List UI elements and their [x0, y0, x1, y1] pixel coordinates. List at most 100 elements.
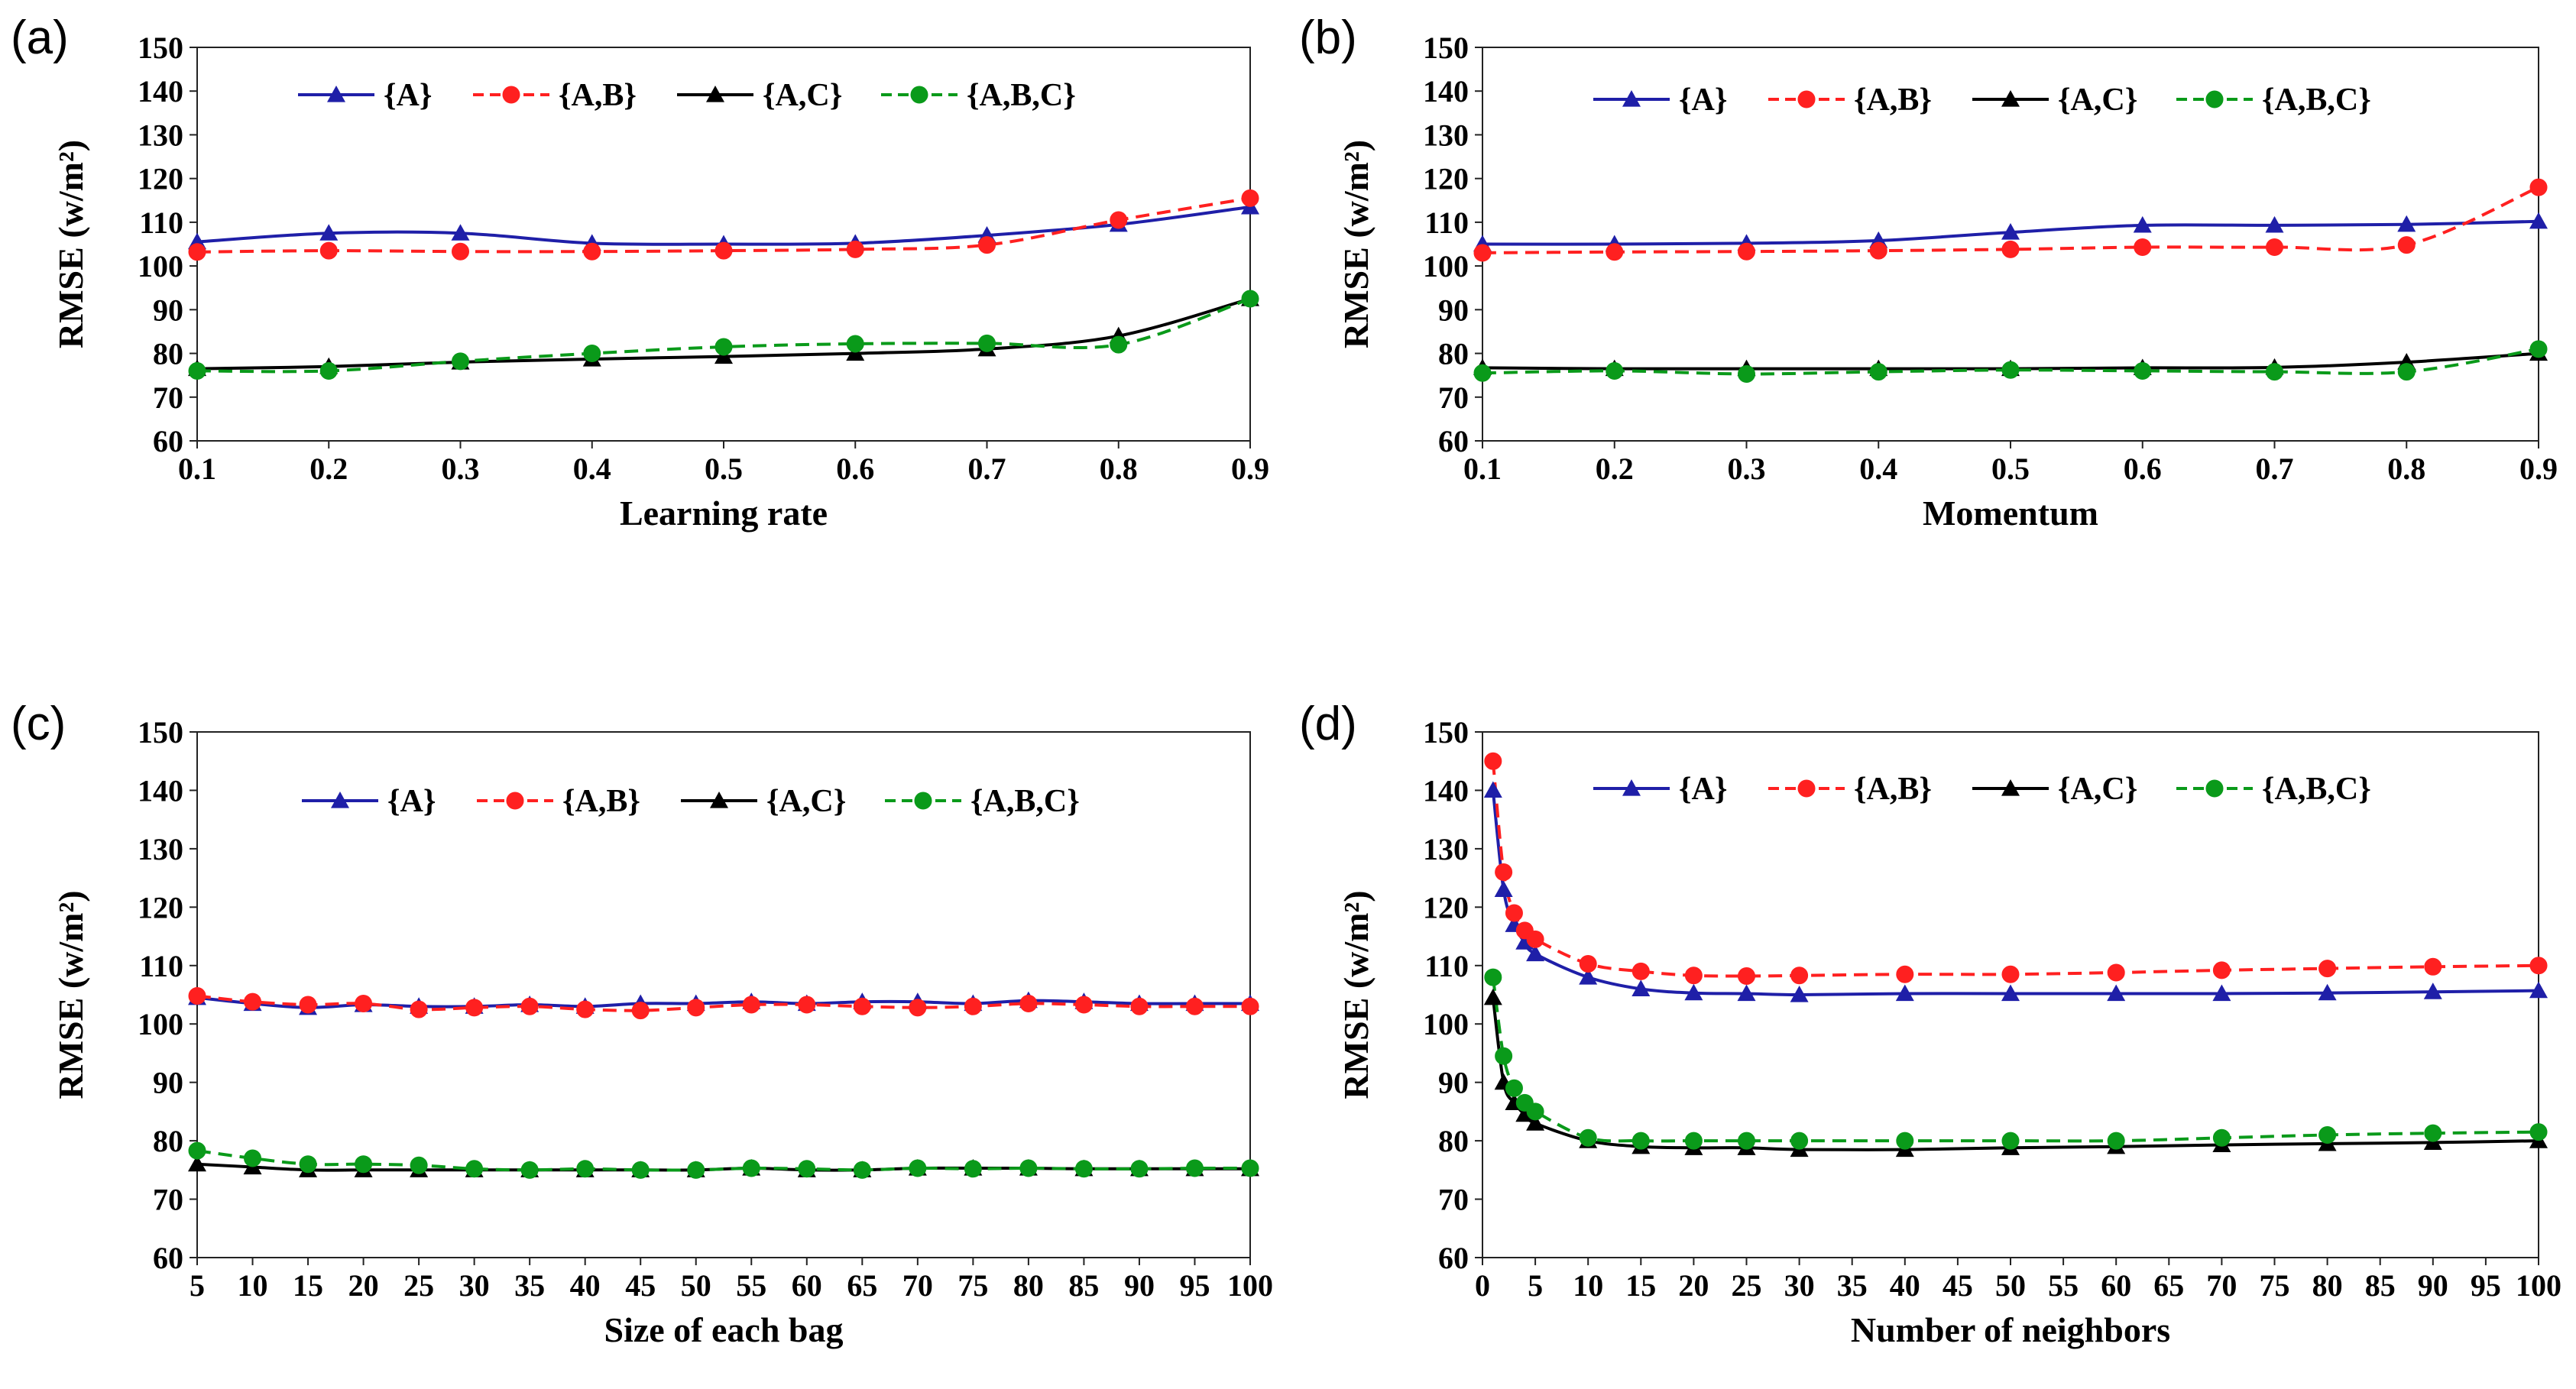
legend-marker [914, 792, 932, 810]
legend-marker [710, 792, 728, 808]
data-point [188, 361, 206, 380]
data-point [2134, 238, 2152, 257]
data-point [2397, 215, 2416, 232]
data-point [964, 997, 982, 1015]
data-point [355, 1155, 373, 1174]
data-point [1526, 944, 1545, 962]
data-point [1185, 997, 1204, 1015]
x-tick-label: 80 [2312, 1268, 2343, 1303]
data-point [1473, 244, 1492, 262]
series-markers-3 [188, 290, 1259, 380]
y-tick-label: 60 [1438, 424, 1469, 458]
data-point [2529, 1123, 2548, 1141]
x-axis-title: Momentum [1923, 494, 2098, 533]
data-point [1790, 966, 1809, 985]
legend-marker [327, 86, 345, 102]
legend-marker [502, 86, 520, 104]
legend-marker [506, 792, 524, 810]
y-tick-label: 110 [139, 949, 183, 983]
data-point [2529, 957, 2548, 975]
x-tick-label: 5 [190, 1268, 205, 1303]
plot-frame [196, 731, 1251, 1258]
x-tick-label: 40 [1890, 1268, 1920, 1303]
x-tick-label: 25 [1732, 1268, 1762, 1303]
data-point [188, 987, 206, 1005]
data-point [2529, 340, 2548, 358]
data-point [2266, 238, 2283, 257]
panel-letter: (a) [11, 11, 69, 64]
legend-label: {A,C} [763, 78, 842, 113]
data-point [520, 997, 539, 1015]
x-tick-label: 0.9 [1231, 452, 1269, 486]
data-point [798, 1160, 816, 1178]
data-point [2133, 215, 2152, 233]
x-tick-label: 35 [514, 1268, 545, 1303]
legend-label: {A,B,C} [967, 78, 1076, 113]
data-point [1737, 984, 1756, 1002]
legend-marker [1797, 90, 1816, 108]
panel-b: 60 70 80 90 100 110 120 130 140 150 0.1 0.2 0.3 0.4 0.… [1299, 11, 2558, 533]
data-point [909, 1159, 927, 1177]
series-markers-1 [1484, 752, 2548, 986]
data-point [2001, 223, 2020, 240]
data-point [2107, 1132, 2125, 1150]
data-point [2529, 981, 2548, 999]
data-point [355, 994, 373, 1012]
data-point [1869, 241, 1887, 260]
data-point [583, 242, 601, 261]
data-point [2001, 984, 2020, 1002]
data-point [798, 996, 816, 1014]
y-tick-label: 150 [138, 715, 183, 750]
legend-label: {A,C} [766, 784, 846, 819]
x-tick-label: 30 [459, 1268, 490, 1303]
x-tick-label: 65 [2153, 1268, 2184, 1303]
y-tick-label: 70 [1438, 380, 1469, 415]
y-tick-label: 140 [138, 74, 183, 108]
panel-letter: (d) [1299, 698, 1357, 750]
data-point [1684, 1132, 1703, 1150]
data-point [1526, 930, 1544, 948]
x-axis-title: Size of each bag [604, 1310, 843, 1349]
y-tick-label: 100 [1423, 249, 1469, 283]
x-tick-label: 0.1 [178, 452, 216, 486]
legend-label: {A,B} [562, 784, 640, 819]
data-point [714, 338, 733, 356]
x-tick-label: 0.7 [2256, 452, 2294, 486]
series-line-1 [1482, 186, 2539, 254]
y-tick-label: 130 [138, 118, 183, 152]
x-tick-label: 0 [1475, 1268, 1490, 1303]
legend-marker [331, 792, 349, 808]
panel-letter: (c) [11, 698, 66, 750]
data-point [2001, 965, 2020, 983]
series-markers-2 [1483, 988, 2548, 1158]
data-point [188, 1141, 206, 1160]
data-point [576, 1000, 595, 1018]
data-point [2212, 984, 2231, 1002]
data-point [1896, 965, 1914, 983]
x-tick-label: 75 [957, 1268, 988, 1303]
y-tick-label: 80 [153, 1124, 183, 1158]
y-tick-label: 90 [153, 1066, 183, 1100]
x-tick-label: 0.3 [1728, 452, 1766, 486]
x-tick-label: 0.6 [836, 452, 874, 486]
legend-marker [706, 86, 724, 102]
x-tick-label: 60 [2101, 1268, 2131, 1303]
x-tick-label: 0.1 [1463, 452, 1502, 486]
y-tick-label: 80 [153, 337, 183, 371]
legend-label: {A} [1679, 772, 1727, 807]
legend-label: {A,B} [559, 78, 637, 113]
series-line-2 [1491, 997, 2539, 1151]
x-tick-label: 0.4 [1859, 452, 1897, 486]
data-point [1895, 984, 1914, 1002]
y-axis-title: RMSE (w/m²) [1337, 140, 1375, 348]
y-tick-label: 120 [1423, 162, 1469, 196]
data-point [1473, 364, 1492, 382]
legend-label: {A,B,C} [2262, 83, 2371, 118]
x-tick-label: 10 [1573, 1268, 1603, 1303]
data-point [1505, 1079, 1523, 1097]
data-point [2318, 960, 2337, 978]
data-point [1019, 994, 1038, 1012]
y-tick-label: 60 [1438, 1241, 1469, 1275]
x-tick-label: 10 [238, 1268, 268, 1303]
